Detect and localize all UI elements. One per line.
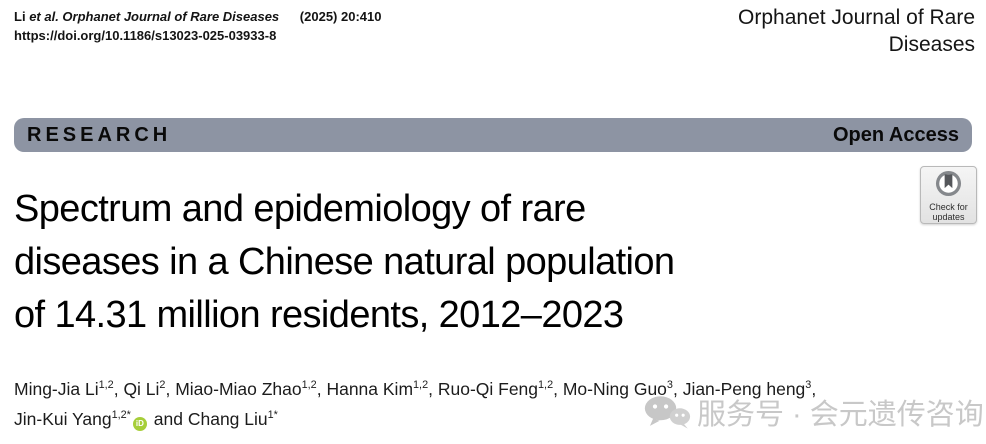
author-name: Mo-Ning Guo [562,379,667,399]
author-affiliation-sup: 2 [159,379,166,392]
author-name: Ruo-Qi Feng [437,379,539,399]
citation-block: Li et al. Orphanet Journal of Rare Disea… [14,8,381,45]
section-banner: RESEARCH Open Access [14,118,972,152]
title-line-1: Spectrum and epidemiology of rare [14,188,586,230]
article-title: Spectrum and epidemiology of rare diseas… [14,183,675,342]
author-name: Chang Liu [187,409,268,429]
author-name: Jin-Kui Yang [14,409,112,429]
author-affiliation-sup: 3 [805,379,812,392]
crossmark-label: Check for updates [929,202,968,222]
journal-name: Orphanet Journal of Rare Diseases [738,4,975,58]
journal-name-line2: Diseases [888,33,975,56]
citation-line: Li et al. Orphanet Journal of Rare Disea… [14,8,381,27]
author-affiliation-sup: 1,2 [98,379,114,392]
author-affiliation-sup: 1* [267,409,278,422]
citation-author: Li [14,9,26,24]
author-affiliation-sup: 1,2 [413,379,429,392]
author-name: Jian-Peng heng [682,379,806,399]
citation-issue: (2025) 20:410 [299,9,382,24]
title-line-2: diseases in a Chinese natural population [14,241,675,283]
author-affiliation-sup: 1,2 [301,379,317,392]
citation-journal-italic: et al. Orphanet Journal of Rare Diseases [29,9,280,24]
orcid-icon[interactable]: iD [132,417,147,431]
journal-name-line1: Orphanet Journal of Rare [738,6,975,29]
author-affiliation-sup: 1,2 [538,379,554,392]
author-name: Qi Li [123,379,160,399]
doi-link[interactable]: https://doi.org/10.1186/s13023-025-03933… [14,27,277,43]
section-label: RESEARCH [27,123,172,146]
author-name: Ming-Jia Li [14,379,99,399]
author-name: Miao-Miao Zhao [175,379,302,399]
open-access-label: Open Access [833,123,959,146]
title-line-3: of 14.31 million residents, 2012–2023 [14,294,624,336]
crossmark-icon [935,170,962,197]
author-affiliation-sup: 1,2* [111,409,131,422]
check-for-updates-badge[interactable]: Check for updates [920,166,977,224]
author-list: Ming-Jia Li1,2, Qi Li2, Miao-Miao Zhao1,… [14,379,817,431]
author-name: Hanna Kim [326,379,414,399]
author-affiliation-sup: 3 [666,379,673,392]
